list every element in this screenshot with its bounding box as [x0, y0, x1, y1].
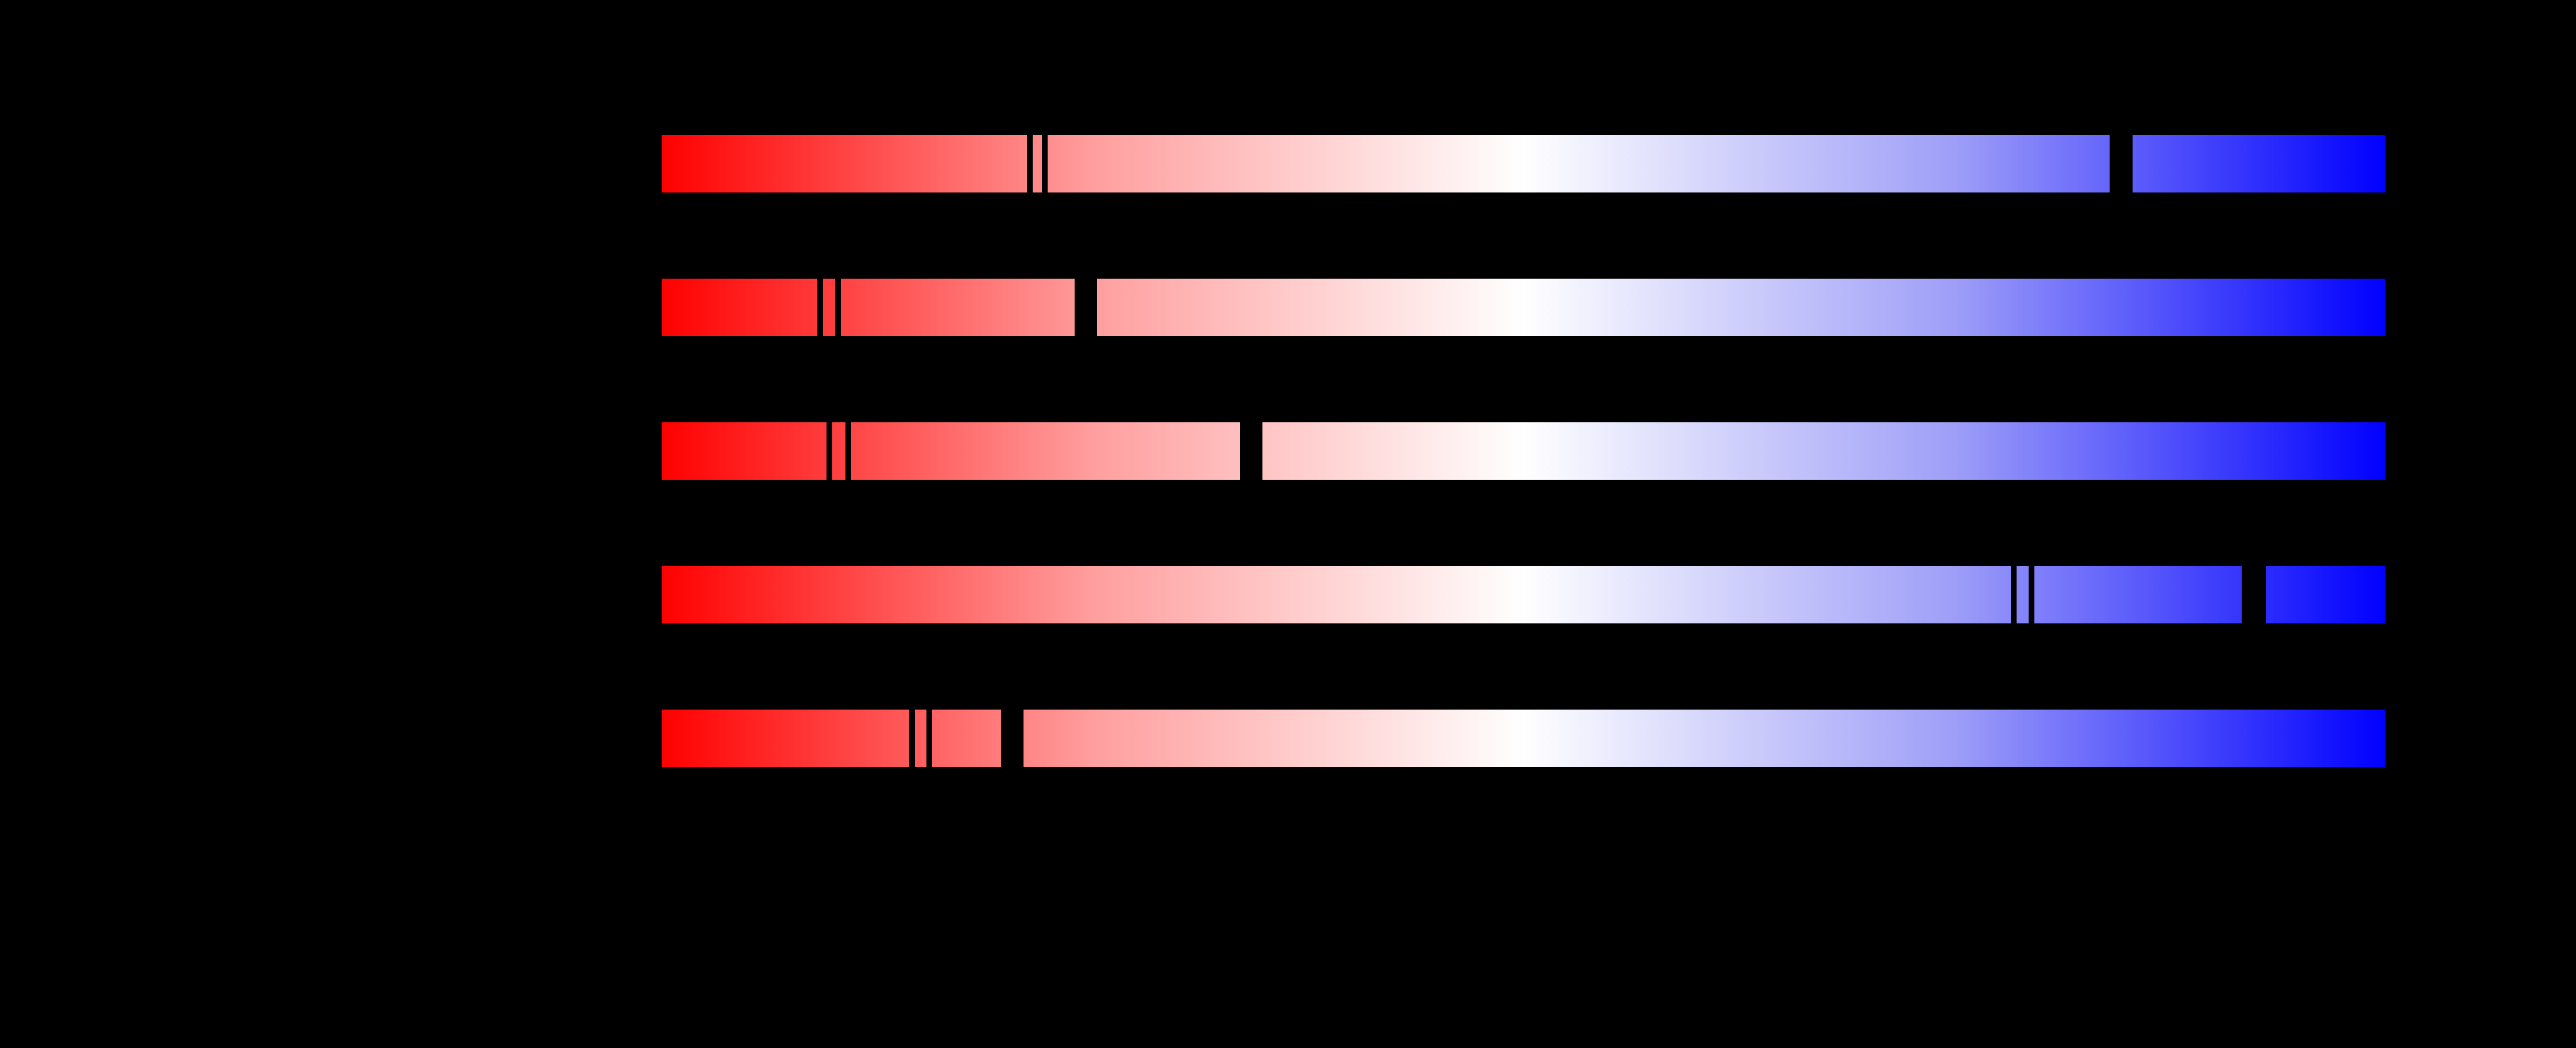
- marker-gap-row-3: [1240, 422, 1262, 480]
- marker-tick-2-row-3: [845, 422, 851, 480]
- marker-tick-1-row-3: [827, 422, 832, 480]
- marker-tick-2-row-1: [1042, 135, 1048, 192]
- marker-tick-1-row-1: [1027, 135, 1033, 192]
- marker-gap-row-2: [1075, 278, 1097, 337]
- gradient-bar-row-3: [662, 422, 2385, 480]
- gradient-bar-row-1: [662, 134, 2385, 193]
- gradient-bar-row-2: [662, 278, 2385, 337]
- marker-tick-2-row-2: [835, 279, 841, 336]
- marker-tick-1-row-2: [817, 279, 823, 336]
- marker-gap-row-5: [1001, 709, 1024, 768]
- marker-tick-1-row-4: [2011, 566, 2017, 623]
- marker-tick-2-row-5: [926, 710, 932, 767]
- gradient-bar-row-4: [662, 565, 2385, 624]
- marker-gap-row-4: [2242, 565, 2266, 624]
- marker-tick-1-row-5: [909, 710, 915, 767]
- gradient-bar-row-5: [662, 709, 2385, 768]
- marker-tick-2-row-4: [2029, 566, 2034, 623]
- marker-gap-row-1: [2110, 134, 2133, 193]
